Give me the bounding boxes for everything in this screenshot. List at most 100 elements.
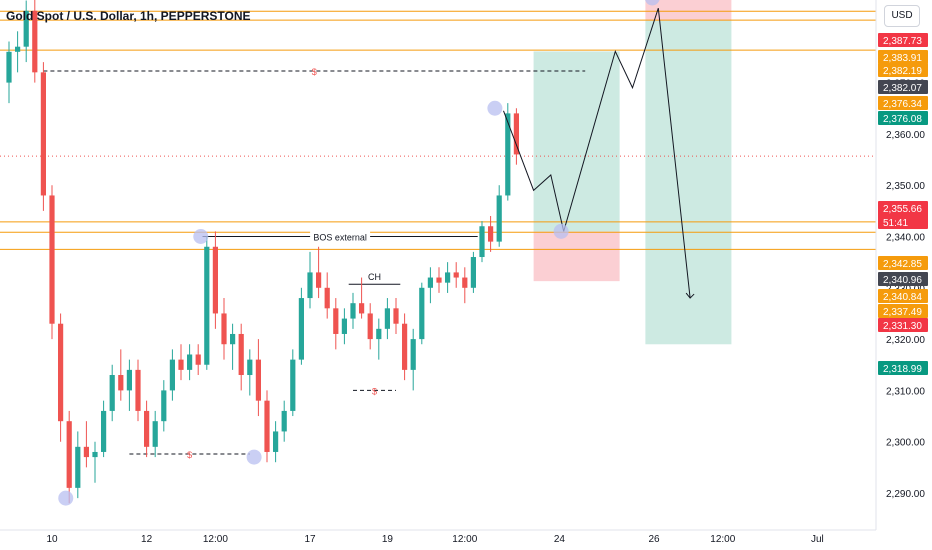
candle-body: [281, 410, 287, 432]
price-tag-label: 2,340.84: [883, 292, 922, 303]
candle-body: [316, 272, 322, 288]
price-tag: 2,387.73: [878, 33, 928, 47]
candle-body: [247, 359, 253, 376]
projection-arrowhead: [685, 292, 695, 299]
price-tag: 2,342.85: [878, 256, 928, 270]
candle-body: [505, 113, 511, 196]
price-tag: 2,340.96: [878, 272, 928, 286]
swing-marker: [246, 449, 262, 465]
swing-marker: [553, 223, 569, 239]
price-tick-label: 2,300.00: [886, 438, 925, 449]
candle-body: [453, 272, 459, 278]
candle-body: [290, 359, 296, 411]
candle: [359, 277, 365, 319]
price-tag: 2,340.84: [878, 289, 928, 303]
candle: [195, 344, 201, 376]
price-tag: 2,383.91: [878, 50, 928, 64]
price-tag-countdown: 51:41: [883, 218, 908, 229]
candle-body: [144, 410, 150, 447]
time-tick-label: 12:00: [710, 534, 735, 545]
candle-body: [23, 10, 29, 47]
candle: [58, 313, 64, 442]
candle: [75, 431, 81, 499]
swing-marker: [58, 490, 74, 506]
candle: [324, 272, 330, 319]
candle-body: [470, 257, 476, 288]
liquidity-label-2: $: [372, 386, 377, 396]
candle-body: [436, 277, 442, 283]
candle: [118, 349, 124, 401]
price-tag: 2,355.66 51:41: [878, 201, 928, 229]
price-tag-label: 2,331.30: [883, 321, 922, 332]
candle-body: [161, 390, 167, 422]
candle-body: [126, 369, 132, 391]
price-tag-label: 2,342.85: [883, 259, 922, 270]
time-tick-label: 24: [554, 534, 566, 545]
candle-body: [49, 195, 55, 324]
candle-body: [204, 246, 210, 365]
candle: [470, 251, 476, 293]
candle-body: [135, 369, 141, 411]
short-position-box: [645, 0, 732, 345]
candle: [290, 349, 296, 417]
ch-label: CH: [368, 272, 381, 282]
currency-selector[interactable]: USD: [884, 5, 920, 27]
price-tag-label: 2,318.99: [883, 364, 922, 375]
candle-body: [462, 277, 468, 288]
candle-body: [195, 354, 201, 365]
candle-body: [410, 339, 416, 370]
candle: [23, 0, 29, 63]
projection-path: [503, 8, 691, 299]
price-tag-bg: [878, 289, 928, 303]
long-position-box: [533, 51, 620, 282]
candle-body: [445, 272, 451, 283]
candle: [341, 308, 347, 345]
price-tag-bg: [878, 201, 928, 229]
price-tag: 2,376.08: [878, 111, 928, 125]
price-tick-label: 2,320.00: [886, 335, 925, 346]
price-tag-bg: [878, 318, 928, 332]
bos-label-bg: [310, 230, 371, 243]
candle-body: [15, 46, 21, 52]
candle: [384, 298, 390, 340]
candle-body: [341, 318, 347, 334]
price-tick-label: 2,350.00: [886, 181, 925, 192]
candle: [144, 400, 150, 458]
price-tag-label: 2,387.73: [883, 36, 922, 47]
candle: [402, 313, 408, 381]
candle-body: [359, 303, 365, 314]
price-tag-bg: [878, 63, 928, 77]
candle-body: [427, 277, 433, 288]
candle-body: [92, 451, 98, 458]
candle: [109, 364, 115, 422]
candle-body: [118, 375, 124, 391]
candle-body: [109, 375, 115, 411]
price-tag-bg: [878, 272, 928, 286]
candle: [126, 359, 132, 411]
candle: [298, 287, 304, 365]
time-tick-label: 19: [382, 534, 394, 545]
symbol-title[interactable]: Gold Spot / U.S. Dollar, 1h, PEPPERSTONE: [6, 9, 251, 23]
candle-body: [178, 359, 184, 370]
candle-body: [376, 328, 382, 340]
time-tick-label: 12:00: [452, 534, 477, 545]
time-tick-label: 10: [46, 534, 58, 545]
candle: [152, 410, 158, 458]
candle-body: [238, 333, 244, 376]
candle: [49, 185, 55, 340]
price-tag-bg: [878, 304, 928, 318]
candle-body: [212, 246, 218, 314]
candle-body: [402, 323, 408, 370]
candle-body: [221, 313, 227, 345]
price-tag-label: 2,355.66: [883, 204, 922, 215]
price-tag: 2,382.07: [878, 80, 928, 94]
candle: [264, 390, 270, 463]
candle-body: [384, 308, 390, 329]
candle: [187, 344, 193, 381]
price-tag-label: 2,383.91: [883, 53, 922, 64]
price-tick-label: 2,340.00: [886, 233, 925, 244]
candle-body: [264, 400, 270, 452]
stop-zone: [533, 231, 620, 282]
